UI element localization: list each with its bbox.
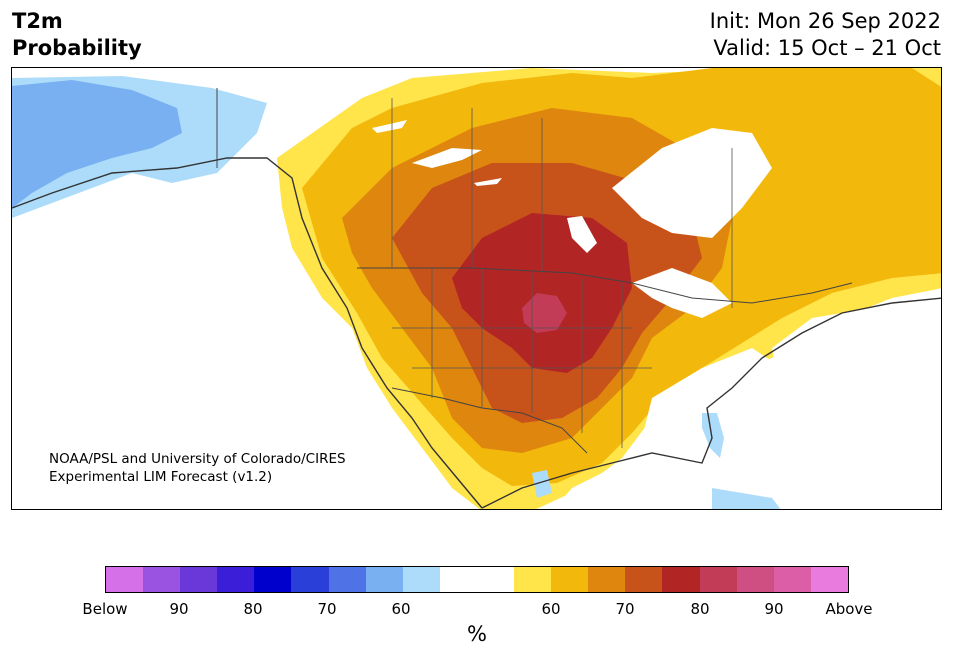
- colorbar: [105, 566, 849, 593]
- tick-below-60: 60: [391, 600, 411, 618]
- colorbar-segment: [736, 567, 774, 592]
- region-florida: [702, 413, 724, 458]
- tick-above-80: 80: [690, 600, 710, 618]
- water-gulf: [553, 463, 712, 509]
- region-southeast-neutral: [642, 348, 782, 468]
- colorbar-segment: [514, 567, 552, 592]
- tick-above-70: 70: [615, 600, 635, 618]
- init-date: Init: Mon 26 Sep 2022: [709, 9, 941, 33]
- colorbar-segment: [217, 567, 255, 592]
- colorbar-segment: [588, 567, 626, 592]
- lake-athabasca: [372, 120, 407, 133]
- colorbar-segment: [143, 567, 181, 592]
- forecast-dates: Init: Mon 26 Sep 2022 Valid: 15 Oct – 21…: [710, 8, 941, 62]
- tick-above-60: 60: [541, 600, 561, 618]
- coastline: [12, 157, 483, 509]
- probability-map: [12, 68, 941, 509]
- tick-below-90: 90: [169, 600, 189, 618]
- lake-winnipeg: [567, 216, 597, 253]
- region-mexico-blue: [532, 470, 552, 498]
- colorbar-segment: [439, 567, 515, 592]
- tick-below: Below: [82, 600, 128, 618]
- water-atlantic: [752, 298, 941, 509]
- map-panel: [11, 67, 942, 510]
- us-canada-border: [357, 267, 853, 304]
- colorbar-segment: [365, 567, 403, 592]
- credit-line-1: NOAA/PSL and University of Colorado/CIRE…: [49, 451, 346, 467]
- colorbar-segment: [773, 567, 811, 592]
- us-mexico-border: [391, 387, 588, 454]
- colorbar-segment: [810, 567, 848, 592]
- tick-below-80: 80: [243, 600, 263, 618]
- tick-above: Above: [825, 600, 873, 618]
- colorbar-segment: [180, 567, 218, 592]
- valid-dates: Valid: 15 Oct – 21 Oct: [713, 36, 941, 60]
- tick-below-70: 70: [317, 600, 337, 618]
- title-subtitle: Probability: [12, 36, 142, 60]
- colorbar-segment: [328, 567, 366, 592]
- state-lines: [392, 268, 652, 448]
- colorbar-unit: %: [467, 622, 487, 646]
- title-variable: T2m: [12, 9, 63, 33]
- lake-slave: [412, 148, 482, 168]
- colorbar-segment: [662, 567, 700, 592]
- region-red-pink: [522, 293, 567, 333]
- region-caribbean-blue: [712, 488, 781, 509]
- colorbar-segment: [625, 567, 663, 592]
- chart-title: T2m Probability: [12, 8, 142, 62]
- colorbar-segment: [699, 567, 737, 592]
- water-great-lakes: [632, 268, 732, 318]
- region-alaska: [12, 80, 182, 208]
- province-lines: [391, 98, 733, 308]
- credit-line-2: Experimental LIM Forecast (v1.2): [49, 469, 273, 485]
- colorbar-segment: [291, 567, 329, 592]
- water-pacific: [12, 188, 471, 509]
- colorbar-segment: [106, 567, 144, 592]
- credit: NOAA/PSL and University of Colorado/CIRE…: [49, 450, 346, 486]
- lake-other: [474, 178, 502, 186]
- coastline-east: [481, 297, 941, 509]
- colorbar-segment: [551, 567, 589, 592]
- colorbar-segment: [254, 567, 292, 592]
- colorbar-segment: [402, 567, 440, 592]
- tick-above-90: 90: [764, 600, 784, 618]
